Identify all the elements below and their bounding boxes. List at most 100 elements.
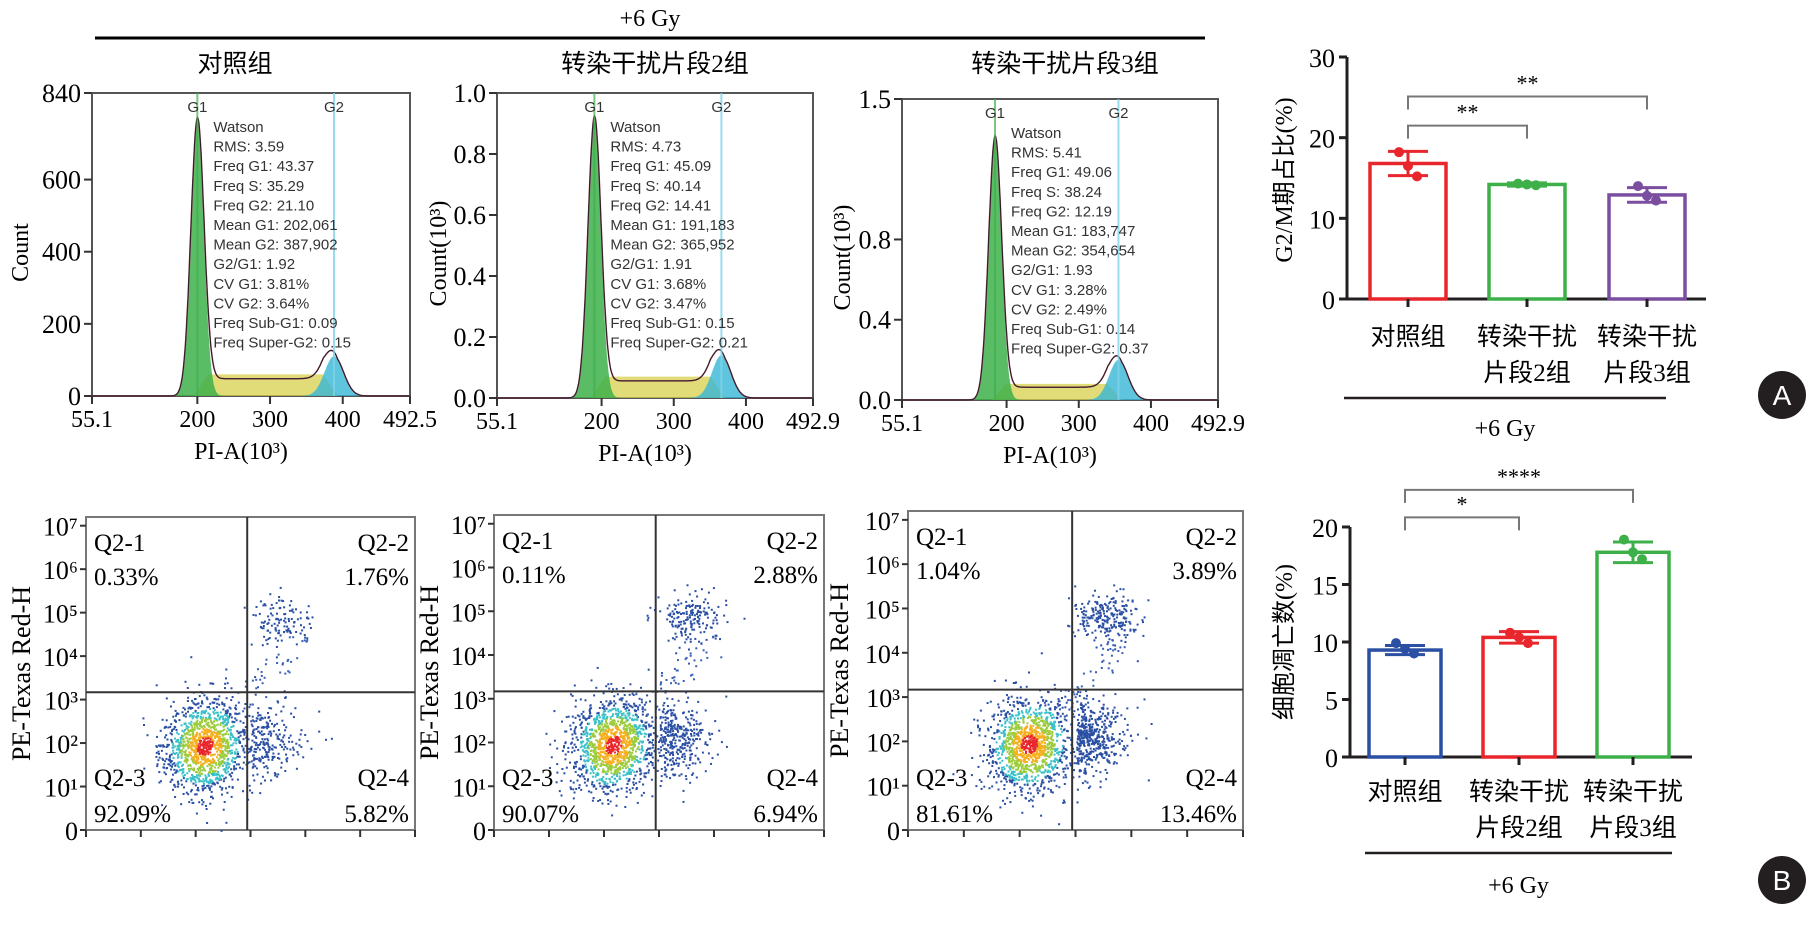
y-axis-label: Count(10³)	[426, 201, 452, 307]
event-dot	[700, 642, 703, 645]
event-dot	[622, 728, 625, 731]
event-dot	[1024, 752, 1027, 754]
event-dot	[1033, 712, 1036, 715]
event-dot	[1012, 755, 1015, 758]
event-dot	[1052, 727, 1055, 730]
event-dot	[615, 731, 618, 733]
event-dot	[585, 717, 588, 720]
event-dot	[1063, 718, 1066, 721]
event-dot	[229, 707, 232, 710]
event-dot	[212, 753, 215, 756]
event-dot	[1059, 721, 1062, 723]
event-dot	[660, 728, 663, 730]
event-dot	[678, 646, 681, 649]
event-dot	[193, 769, 195, 772]
event-dot	[201, 700, 203, 703]
event-dot	[611, 738, 614, 741]
event-dot	[692, 611, 695, 614]
event-dot	[596, 779, 599, 782]
event-dot	[190, 790, 193, 793]
event-dot	[1056, 752, 1059, 754]
event-dot	[1020, 752, 1023, 755]
event-dot	[1015, 721, 1018, 724]
event-dot	[217, 759, 220, 762]
event-dot	[201, 725, 204, 728]
event-dot	[197, 767, 200, 770]
event-dot	[235, 719, 238, 722]
event-dot	[227, 741, 230, 744]
stats-line: Freq G2: 14.41	[610, 197, 711, 214]
event-dot	[664, 691, 667, 694]
event-dot	[203, 779, 206, 782]
event-dot	[206, 765, 209, 768]
event-dot	[665, 751, 667, 754]
event-dot	[219, 730, 222, 733]
event-dot	[1037, 717, 1040, 720]
event-dot	[289, 631, 292, 634]
event-dot	[1013, 784, 1016, 787]
event-dot	[609, 763, 612, 766]
event-dot	[610, 732, 613, 735]
stats-line: Freq Sub-G1: 0.09	[213, 315, 337, 332]
event-dot	[180, 734, 183, 737]
event-dot	[1048, 731, 1051, 734]
event-dot	[585, 726, 588, 729]
event-dot	[618, 755, 621, 757]
event-dot	[188, 743, 191, 746]
event-dot	[589, 704, 592, 707]
event-dot	[603, 732, 606, 734]
event-dot	[648, 754, 651, 757]
event-dot	[177, 738, 179, 741]
event-dot	[606, 722, 608, 725]
event-dot	[163, 771, 166, 774]
event-dot	[645, 727, 648, 730]
event-dot	[607, 742, 610, 745]
event-dot	[680, 632, 683, 635]
event-dot	[1049, 770, 1052, 773]
event-dot	[237, 736, 240, 739]
event-dot	[986, 759, 989, 761]
event-dot	[1045, 762, 1048, 765]
event-dot	[244, 703, 247, 705]
event-dot	[273, 746, 276, 749]
event-dot	[1017, 760, 1020, 763]
event-dot	[695, 722, 698, 725]
event-dot	[1019, 772, 1022, 775]
event-dot	[261, 775, 264, 778]
event-dot	[645, 733, 648, 736]
event-dot	[237, 701, 240, 704]
event-dot	[1010, 715, 1013, 718]
event-dot	[595, 756, 598, 759]
event-dot	[277, 773, 280, 776]
event-dot	[997, 751, 1000, 754]
event-dot	[607, 737, 610, 740]
event-dot	[1040, 783, 1043, 786]
event-dot	[595, 787, 598, 790]
event-dot	[214, 778, 217, 781]
event-dot	[622, 735, 625, 738]
event-dot	[630, 755, 633, 758]
event-dot	[191, 699, 194, 702]
event-dot	[253, 734, 256, 737]
event-dot	[213, 759, 216, 762]
event-dot	[1046, 764, 1049, 767]
event-dot	[681, 755, 684, 758]
event-dot	[257, 714, 260, 717]
event-dot	[176, 740, 179, 743]
event-dot	[628, 750, 631, 753]
event-dot	[218, 703, 221, 706]
event-dot	[229, 744, 232, 747]
stats-line: Freq Super-G2: 0.15	[213, 335, 351, 352]
event-dot	[987, 729, 990, 732]
event-dot	[625, 744, 628, 747]
event-dot	[577, 748, 580, 751]
event-dot	[633, 709, 636, 712]
event-dot	[662, 738, 665, 741]
event-dot	[693, 628, 696, 631]
y-tick-label: 10⁴	[43, 643, 78, 672]
event-dot	[658, 741, 661, 743]
event-dot	[255, 736, 258, 739]
event-dot	[614, 769, 617, 771]
event-dot	[684, 733, 687, 736]
event-dot	[192, 715, 195, 718]
